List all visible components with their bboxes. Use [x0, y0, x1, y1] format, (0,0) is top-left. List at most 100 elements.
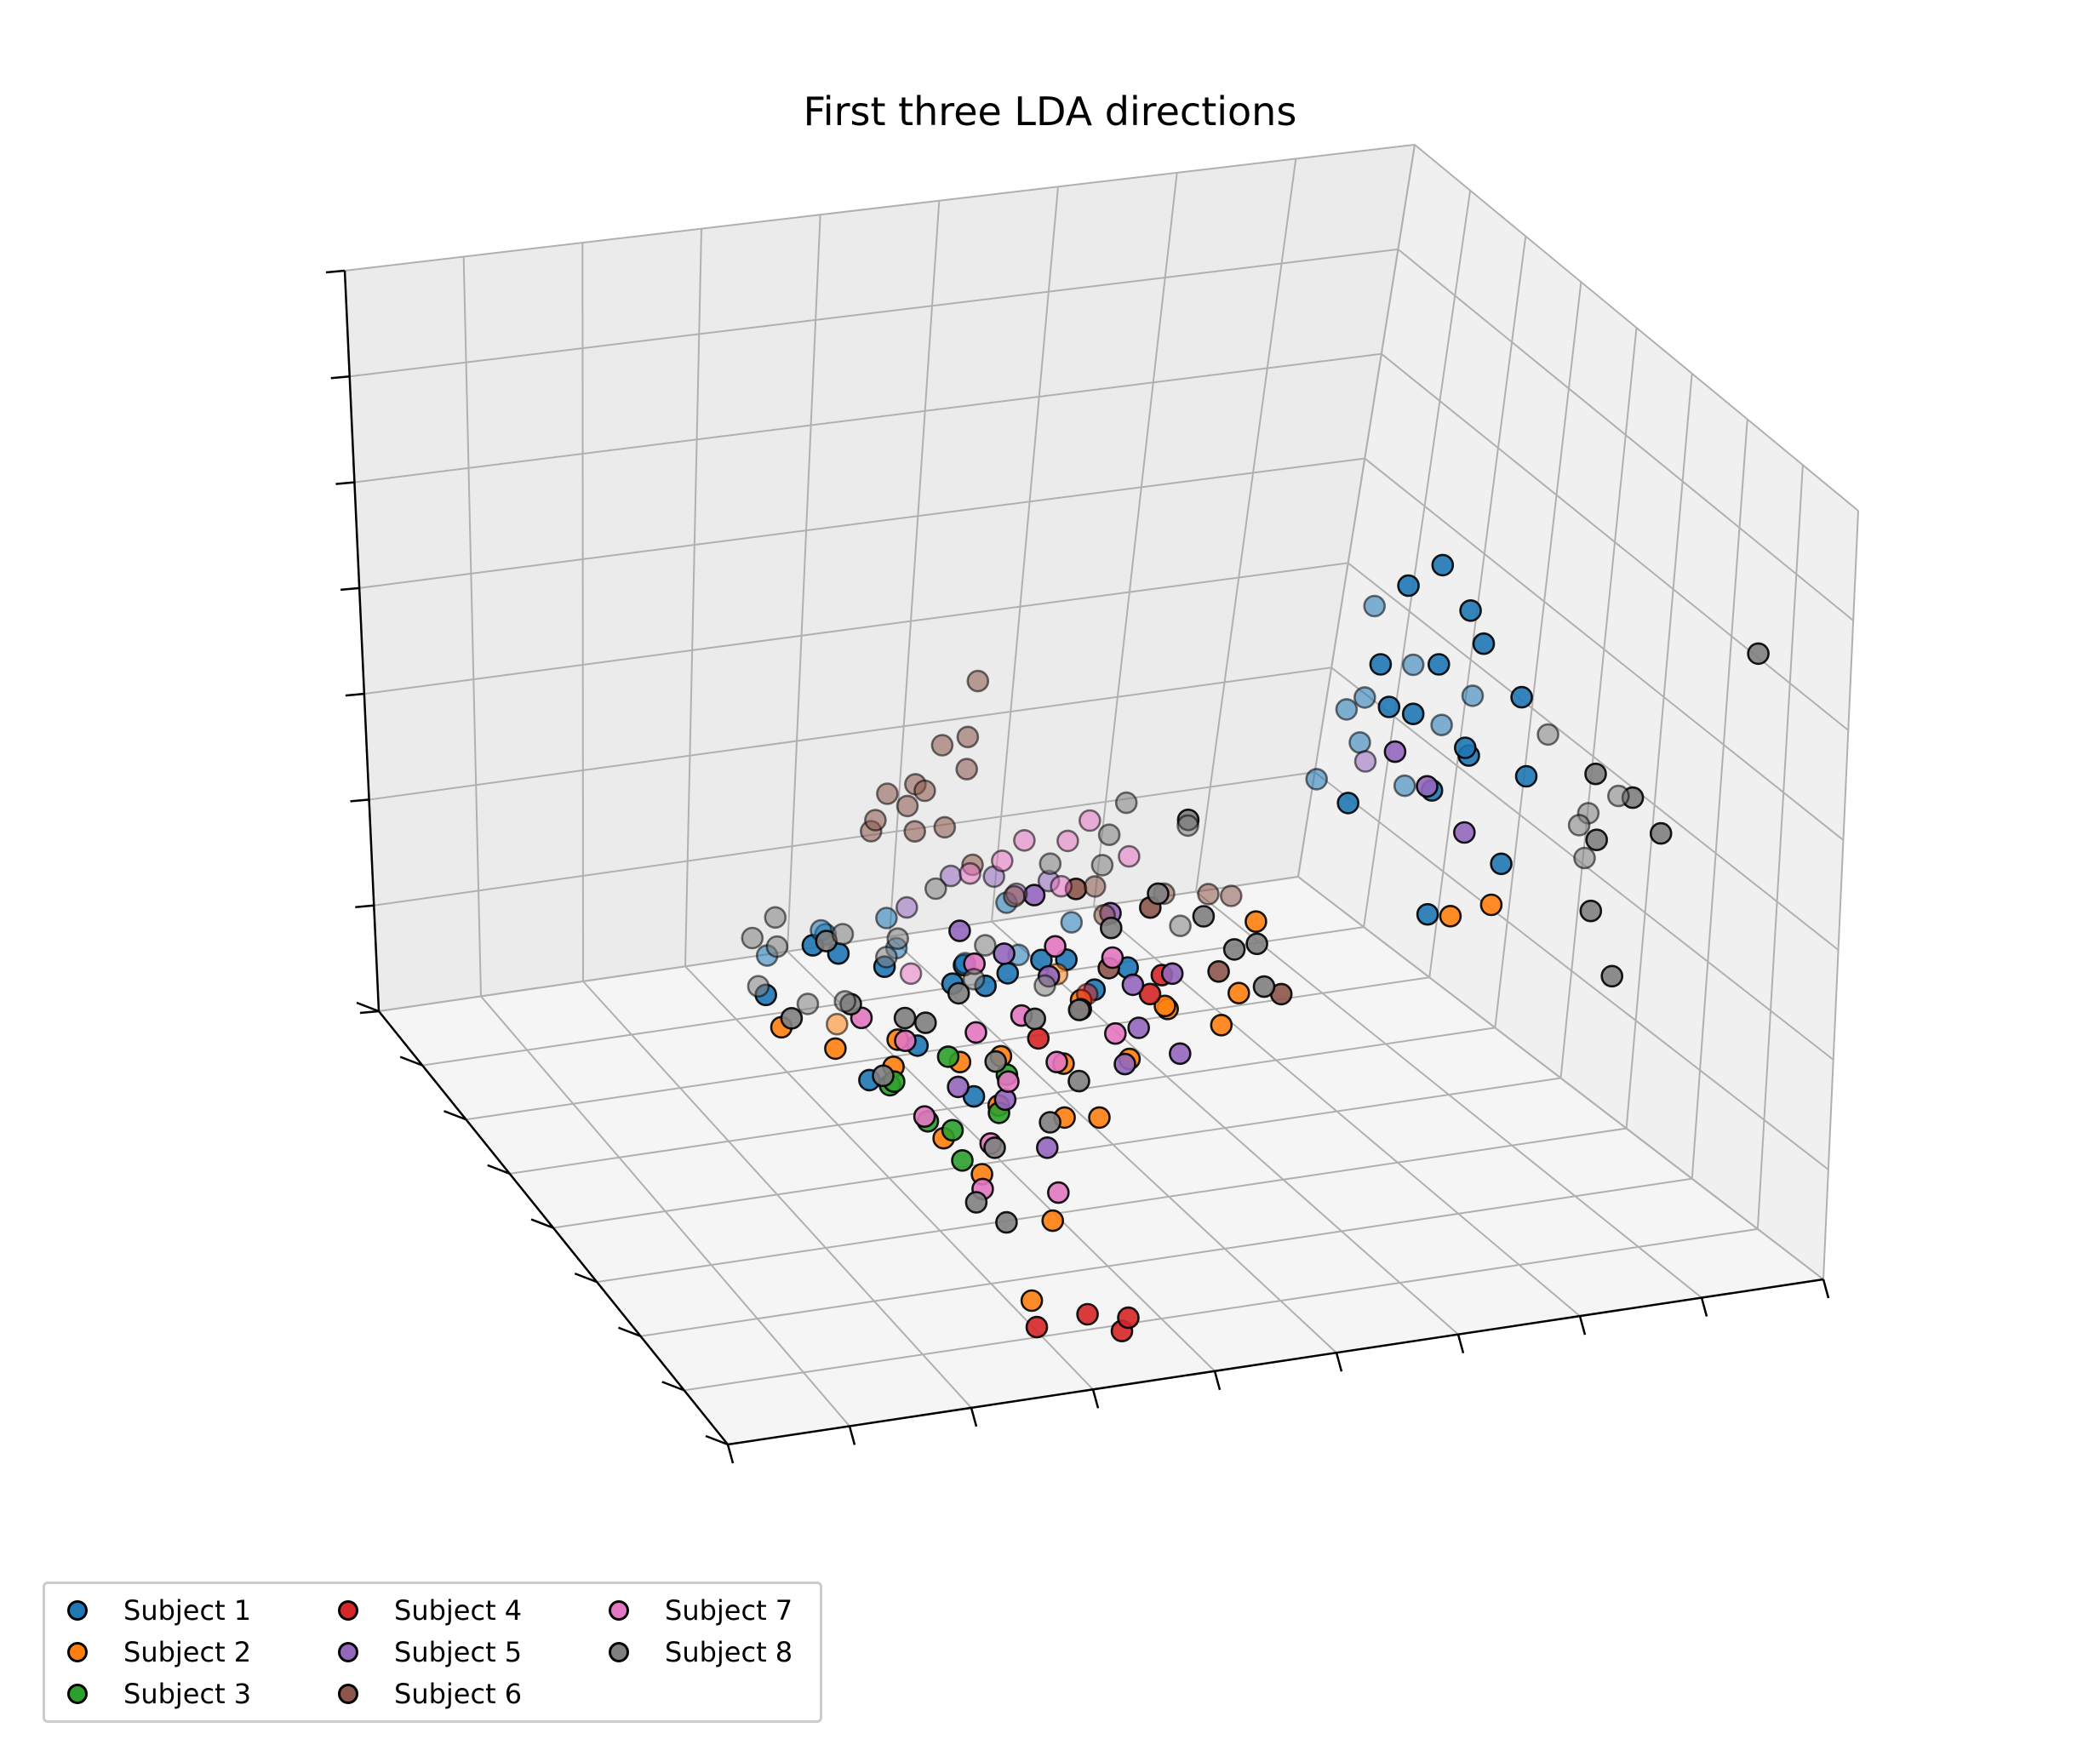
data-point-subject-5: [1127, 1016, 1150, 1039]
y-axis-tick: [530, 1218, 554, 1229]
data-point-subject-8: [1039, 852, 1062, 876]
data-point-subject-6: [933, 815, 957, 839]
grid-line: [363, 562, 1348, 695]
y-axis-tick: [705, 1434, 729, 1446]
data-point-subject-5: [948, 919, 971, 942]
data-point-subject-1: [1431, 553, 1455, 577]
data-point-subject-3: [951, 1149, 974, 1172]
grid-line: [1363, 190, 1472, 928]
data-point-subject-2: [1439, 905, 1462, 928]
back-pane: [345, 145, 1415, 1011]
data-point-subject-2: [1245, 910, 1267, 933]
data-point-subject-8: [1573, 846, 1596, 870]
data-point-subject-8: [1067, 1069, 1090, 1093]
data-point-subject-8: [780, 1007, 804, 1030]
data-point-subject-2: [1020, 1289, 1044, 1313]
data-point-subject-6: [876, 782, 899, 805]
legend-item: Subject 6: [316, 1674, 522, 1713]
data-point-subject-5: [1416, 775, 1439, 798]
data-point-subject-8: [1114, 791, 1138, 815]
y-axis-tick: [618, 1326, 641, 1337]
legend: Subject 1 Subject 2 Subject 3 Subject 4 Subj…: [43, 1582, 822, 1723]
data-point-subject-7: [1013, 828, 1036, 852]
grid-line: [684, 1227, 1759, 1392]
data-point-subject-5: [993, 942, 1016, 965]
data-point-subject-8: [1090, 854, 1114, 877]
z-axis-tick: [359, 1010, 380, 1015]
z-axis-line: [343, 270, 381, 1012]
grid-line: [581, 243, 584, 981]
data-point-subject-5: [1353, 750, 1377, 773]
grid-line: [1093, 172, 1178, 907]
data-point-subject-6: [896, 794, 919, 818]
data-point-subject-1: [875, 907, 898, 930]
data-point-subject-8: [1567, 814, 1591, 837]
data-point-subject-1: [996, 962, 1020, 985]
data-points: [741, 553, 1770, 1342]
data-point-subject-8: [1585, 828, 1608, 852]
grid-line: [1494, 282, 1582, 1028]
data-point-subject-5: [1160, 962, 1184, 986]
grid-line: [1195, 158, 1297, 892]
data-point-subject-8: [1536, 723, 1559, 747]
x-axis-tick: [970, 1407, 978, 1427]
data-point-subject-7: [894, 1029, 917, 1052]
legend-item: Subject 5: [316, 1633, 522, 1672]
legend-marker: [338, 1600, 358, 1621]
data-point-subject-8: [964, 1191, 988, 1214]
data-point-subject-2: [1088, 1106, 1111, 1130]
data-point-subject-8: [886, 927, 909, 950]
data-point-subject-8: [1033, 974, 1056, 998]
grid-line: [344, 144, 1416, 272]
data-point-subject-8: [1245, 932, 1268, 956]
data-point-subject-8: [1039, 1111, 1061, 1134]
x-axis-tick: [726, 1444, 735, 1464]
grid-line: [684, 228, 702, 967]
legend-label: Subject 5: [394, 1636, 523, 1668]
data-point-subject-1: [1459, 598, 1482, 622]
data-point-subject-6: [913, 779, 936, 803]
data-point-subject-5: [1169, 1042, 1192, 1066]
data-point-subject-2: [825, 1012, 849, 1036]
grid-line: [1756, 465, 1804, 1229]
data-point-subject-6: [1084, 875, 1107, 898]
data-point-subject-8: [1607, 784, 1630, 808]
legend-marker: [67, 1642, 88, 1662]
z-axis-tick: [355, 904, 375, 908]
data-point-subject-8: [796, 992, 820, 1015]
data-point-subject-1: [1335, 698, 1359, 721]
right-pane: [1298, 145, 1858, 1279]
data-point-subject-1: [1514, 764, 1538, 788]
legend-label: Subject 7: [665, 1594, 793, 1627]
x-axis-tick: [1213, 1370, 1222, 1391]
data-point-subject-5: [1453, 821, 1476, 844]
x-axis-tick: [1335, 1352, 1343, 1372]
data-point-subject-7: [997, 1070, 1020, 1093]
x-axis-tick: [1456, 1334, 1465, 1353]
data-point-subject-1: [1397, 574, 1420, 598]
grid-line: [1691, 419, 1748, 1179]
data-point-subject-8: [1649, 821, 1673, 845]
grid-line: [354, 352, 1382, 483]
legend-label: Subject 8: [665, 1636, 793, 1668]
data-point-subject-1: [1472, 632, 1496, 655]
x-axis-tick: [1578, 1315, 1587, 1336]
y-axis-tick: [487, 1164, 511, 1176]
y-axis-tick: [574, 1272, 598, 1284]
grid-line: [640, 1177, 1692, 1337]
data-point-subject-7: [958, 861, 981, 885]
grid-line: [1297, 144, 1416, 878]
data-point-subject-8: [1100, 916, 1123, 940]
data-point-subject-2: [824, 1037, 847, 1061]
data-point-subject-8: [1600, 964, 1623, 988]
data-point-subject-7: [1056, 829, 1079, 853]
data-point-subject-3: [936, 1045, 960, 1068]
grid-line: [369, 666, 1332, 801]
data-point-subject-4: [1025, 1315, 1049, 1339]
grid-line: [374, 771, 1315, 907]
data-point-subject-1: [1353, 686, 1376, 709]
legend-label: Subject 3: [123, 1678, 252, 1710]
data-point-subject-7: [1044, 935, 1067, 958]
data-point-subject-2: [1227, 981, 1250, 1004]
